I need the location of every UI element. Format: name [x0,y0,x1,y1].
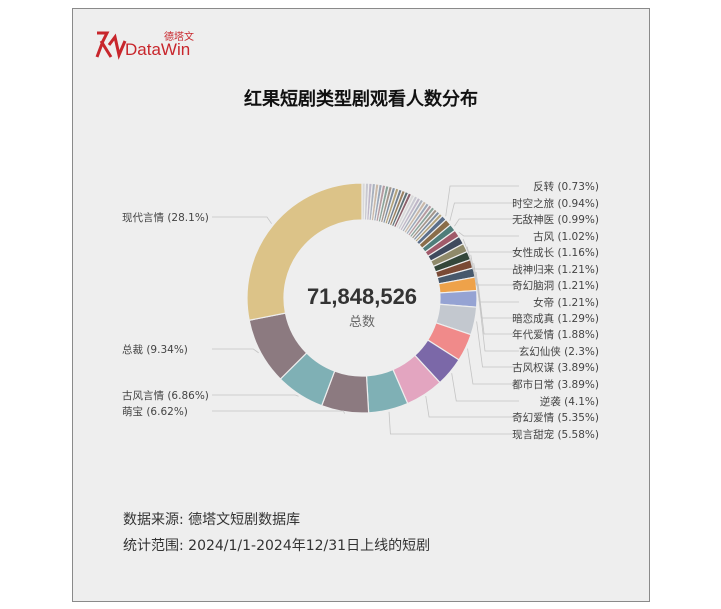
slice-label: 现代言情 (28.1%) [122,211,209,224]
slice-label: 玄幻仙侠 (2.3%) [519,345,599,358]
slice-label: 时空之旅 (0.94%) [512,197,599,210]
leader-line [477,283,519,335]
donut-chart: 反转 (0.73%) 时空之旅 (0.94%) 无敌神医 (0.99%) 古风 (1.… [122,180,599,441]
leader-line [475,272,519,319]
slice-label: 无敌神医 (0.99%) [512,213,599,226]
slice-label: 都市日常 (3.89%) [512,378,599,391]
leader-line [458,231,519,237]
leader-line [212,394,299,397]
center-total: 71,848,526 [307,284,417,309]
logo-mark-icon [95,31,127,60]
leader-line [212,410,345,414]
slice-label: 奇幻爱情 (5.35%) [512,411,599,424]
leader-line [466,246,519,270]
slice-label: 总裁 (9.34%) [122,343,188,356]
slice-label: 古风权谋 (3.89%) [512,361,599,374]
chart-title: 红果短剧类型剧观看人数分布 [244,89,478,110]
logo-en: DataWin [125,40,191,59]
leader-line [212,348,259,354]
leader-line [445,185,519,217]
slice-label: 逆袭 (4.1%) [540,395,599,408]
leader-line [212,216,272,224]
slice-label: 年代爱情 (1.88%) [512,328,599,341]
center-label: 总数 [349,315,375,330]
slice-label: 战神归来 (1.21%) [512,263,599,276]
leader-line [449,202,519,221]
slice-label: 女帝 (1.21%) [533,296,599,309]
leader-line [470,254,519,286]
leader-line [476,321,519,368]
leader-line [388,411,519,435]
slice-label: 萌宝 (6.62%) [122,405,188,418]
slice-label: 古风言情 (6.86%) [122,389,209,402]
logo-cn: 德塔文 [164,32,194,43]
slice-label: 女性成长 (1.16%) [512,246,599,259]
slice-现代言情[interactable] [246,182,363,321]
slice-label: 古风 (1.02%) [533,230,599,243]
slice-label: 奇幻脑洞 (1.21%) [512,279,599,292]
leader-line [451,373,519,402]
leader-line [478,298,519,352]
slice-label: 反转 (0.73%) [533,180,599,193]
data-source: 数据来源: 德塔文短剧数据库 [123,512,301,528]
leader-line [462,238,519,253]
datawin-logo: 德塔文 DataWin [93,27,203,61]
leader-line [454,218,519,227]
slice-label: 现言甜宠 (5.58%) [512,428,599,441]
slice-label: 暗恋成真 (1.29%) [512,312,599,325]
stat-range: 统计范围: 2024/1/1-2024年12/31日上线的短剧 [123,538,431,554]
leader-line [467,348,519,385]
leader-line [425,396,519,418]
chart-card: 德塔文 DataWin 红果短剧类型剧观看人数分布 反转 (0.73%) 时空之旅… [72,8,650,602]
